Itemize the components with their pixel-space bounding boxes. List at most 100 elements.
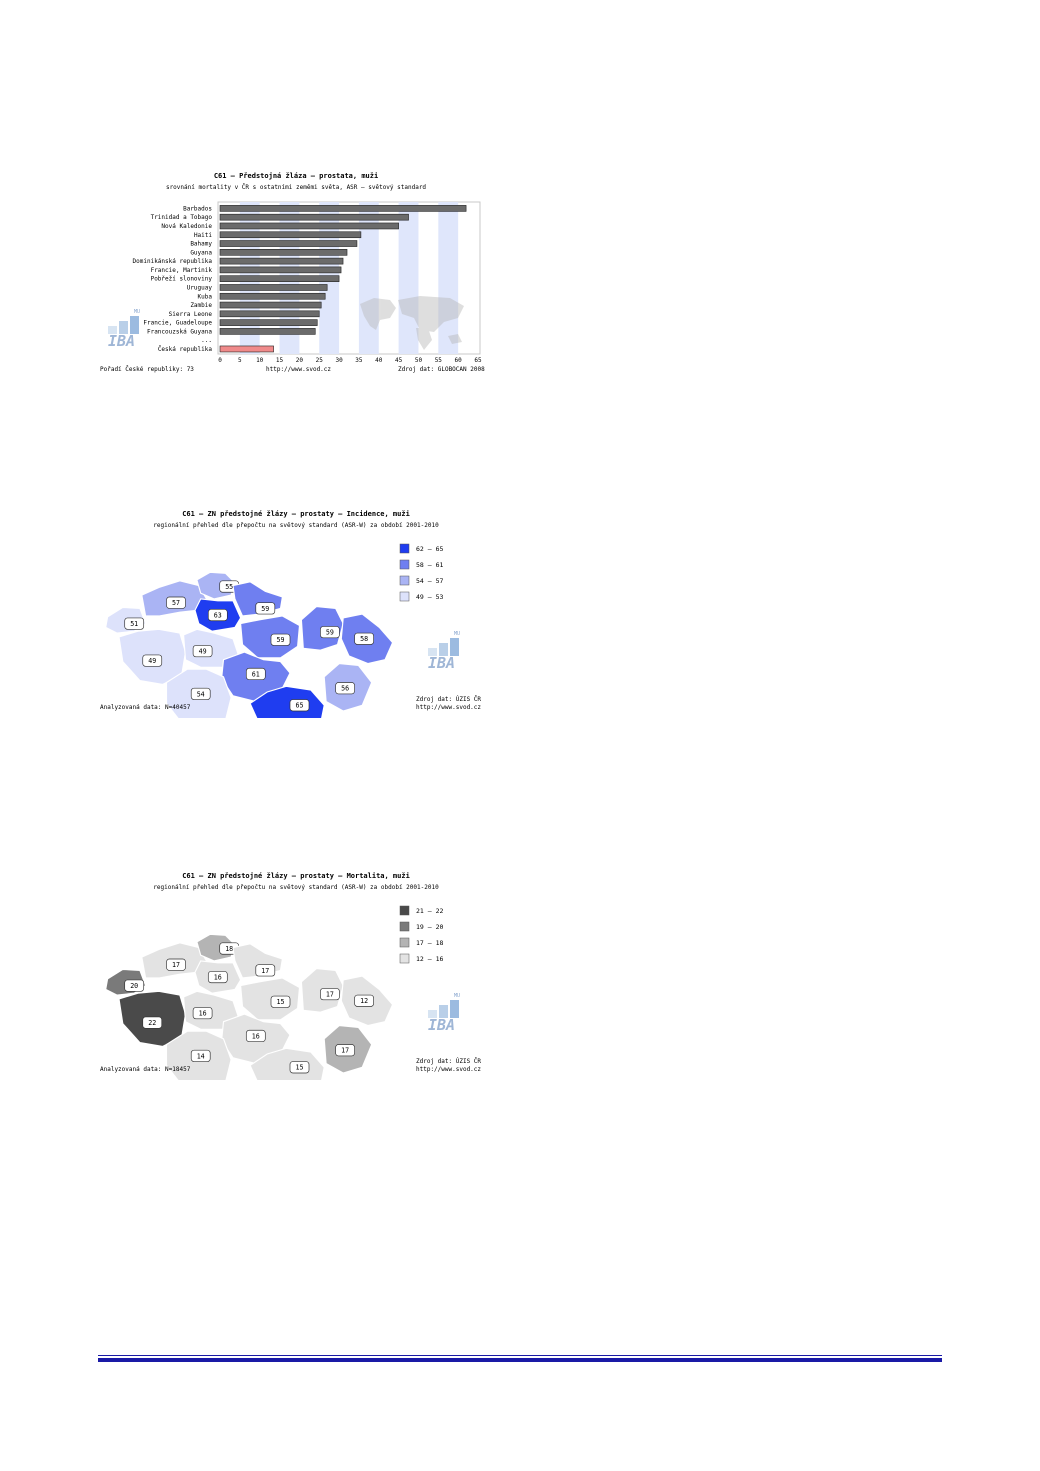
bar-chart-logo-bar (119, 321, 128, 334)
incidence-legend-swatch (399, 559, 410, 570)
mortality-world-chart: C61 – Předstojná žláza – prostata, muži … (98, 168, 494, 380)
incidence-region: 59 (232, 581, 284, 617)
continent-shape (416, 328, 432, 350)
bar (219, 257, 344, 265)
bar (219, 222, 399, 230)
continent-shape (360, 298, 396, 330)
category-label: Dominikánská republika (133, 258, 213, 265)
mortality-value-label: 17 (326, 991, 334, 999)
incidence-region: 58 (340, 613, 394, 665)
mortality-region: 16 (183, 990, 240, 1030)
bar (219, 249, 348, 256)
chart-subtitle: srovnání mortality v ČR s ostatními země… (165, 184, 427, 191)
mortality-value-box (190, 1049, 211, 1062)
continent-shape (448, 334, 462, 344)
mortality-legend-label: 19 – 20 (416, 923, 443, 931)
incidence-region: 51 (105, 606, 147, 634)
category-label: Pobřeží slonoviny (151, 276, 213, 283)
incidence-region: 61 (221, 651, 291, 703)
footer-rule-thick (98, 1358, 942, 1362)
x-tick-label: 25 (316, 357, 324, 364)
x-tick-label: 20 (296, 357, 304, 364)
bar (219, 231, 362, 239)
incidence-legend-swatch (399, 543, 410, 554)
category-label: Kuba (198, 293, 213, 300)
mortality-value-label: 12 (360, 997, 368, 1005)
x-tick-label: 50 (415, 357, 423, 364)
category-label: Česká republika (158, 346, 213, 353)
mortality-value-box (207, 971, 228, 984)
bar (219, 266, 342, 274)
bar (219, 345, 274, 353)
incidence-region: 56 (323, 662, 373, 712)
mortality-regions: 20 17 18 17 16 22 16 15 17 12 16 14 15 17 (105, 933, 394, 1080)
incidence-region: 54 (165, 668, 232, 718)
mortality-region: 17 (323, 1024, 373, 1074)
incidence-region: 49 (118, 628, 187, 685)
chart-footer-right: Zdroj dat: GLOBOCAN 2008 (398, 366, 485, 373)
x-tick-label: 35 (355, 357, 363, 364)
bar (219, 319, 318, 326)
mortality-value-box (255, 964, 276, 977)
mortality-value-box (166, 958, 186, 971)
incidence-value-box (142, 654, 163, 667)
incidence-value-label: 56 (341, 685, 349, 693)
category-label: Nová Kaledonie (161, 223, 212, 230)
incidence-value-box (255, 602, 276, 615)
mortality-value-label: 22 (148, 1019, 156, 1027)
mortality-region: 16 (221, 1013, 291, 1065)
category-label: Francouzská Guyana (147, 328, 212, 335)
incidence-logo: MU IBA (428, 631, 460, 672)
mortality-value-label: 17 (261, 967, 269, 975)
incidence-value-box (190, 687, 211, 700)
category-label: ... (201, 337, 212, 344)
incidence-footer-source: Zdroj dat: ÚZIS ČR (416, 696, 482, 703)
incidence-value-label: 59 (261, 605, 269, 613)
bar (219, 213, 409, 221)
mortality-map-title: C61 – ZN předstojné žlázy – prostaty – M… (182, 872, 410, 880)
incidence-value-box (166, 596, 186, 609)
mortality-logo: MU IBA (428, 993, 460, 1034)
category-label: Francie, Martinik (151, 267, 213, 274)
mortality-region: 17 (300, 967, 344, 1013)
mortality-footer-source: Zdroj dat: ÚZIS ČR (416, 1058, 482, 1065)
mortality-footer-url: http://www.svod.cz (416, 1066, 482, 1073)
grid-band (438, 202, 459, 354)
mortality-value-label: 16 (214, 973, 222, 981)
x-tick-label: 30 (335, 357, 343, 364)
category-label: Sierra Leone (169, 311, 213, 318)
category-label: Barbados (183, 205, 212, 212)
incidence-value-box (335, 682, 355, 695)
mortality-logo-bar (439, 1005, 448, 1018)
mortality-value-box (335, 1044, 355, 1057)
incidence-legend-label: 49 – 53 (416, 593, 443, 601)
incidence-value-label: 61 (252, 670, 260, 678)
category-label: Haiti (194, 232, 212, 239)
mortality-logo-text: IBA (428, 1016, 455, 1034)
bar (219, 301, 322, 309)
mortality-region: 15 (239, 977, 301, 1021)
mortality-region: 12 (340, 975, 394, 1027)
incidence-legend-label: 62 – 65 (416, 545, 443, 553)
incidence-value-box (354, 632, 374, 645)
mortality-value-label: 18 (225, 945, 233, 953)
incidence-value-box (320, 626, 340, 639)
mortality-legend: 21 – 22 19 – 20 17 – 18 12 – 16 (399, 905, 443, 964)
incidence-logo-bar (450, 638, 459, 656)
bar (219, 310, 320, 318)
incidence-value-box (192, 645, 213, 658)
mortality-value-label: 20 (130, 982, 138, 990)
incidence-footer-left: Analyzovaná data: N=40457 (100, 704, 191, 711)
mortality-value-box (142, 1016, 163, 1029)
mortality-legend-label: 21 – 22 (416, 907, 443, 915)
mortality-value-box (192, 1007, 213, 1020)
mortality-legend-swatch (399, 937, 410, 948)
incidence-legend-label: 54 – 57 (416, 577, 443, 585)
incidence-value-label: 57 (172, 599, 180, 607)
x-tick-label: 40 (375, 357, 383, 364)
mortality-value-label: 15 (277, 998, 285, 1006)
mortality-legend-swatch (399, 953, 410, 964)
incidence-logo-small: MU (454, 631, 460, 637)
world-map-watermark (360, 296, 464, 350)
mortality-value-box (289, 1061, 310, 1074)
